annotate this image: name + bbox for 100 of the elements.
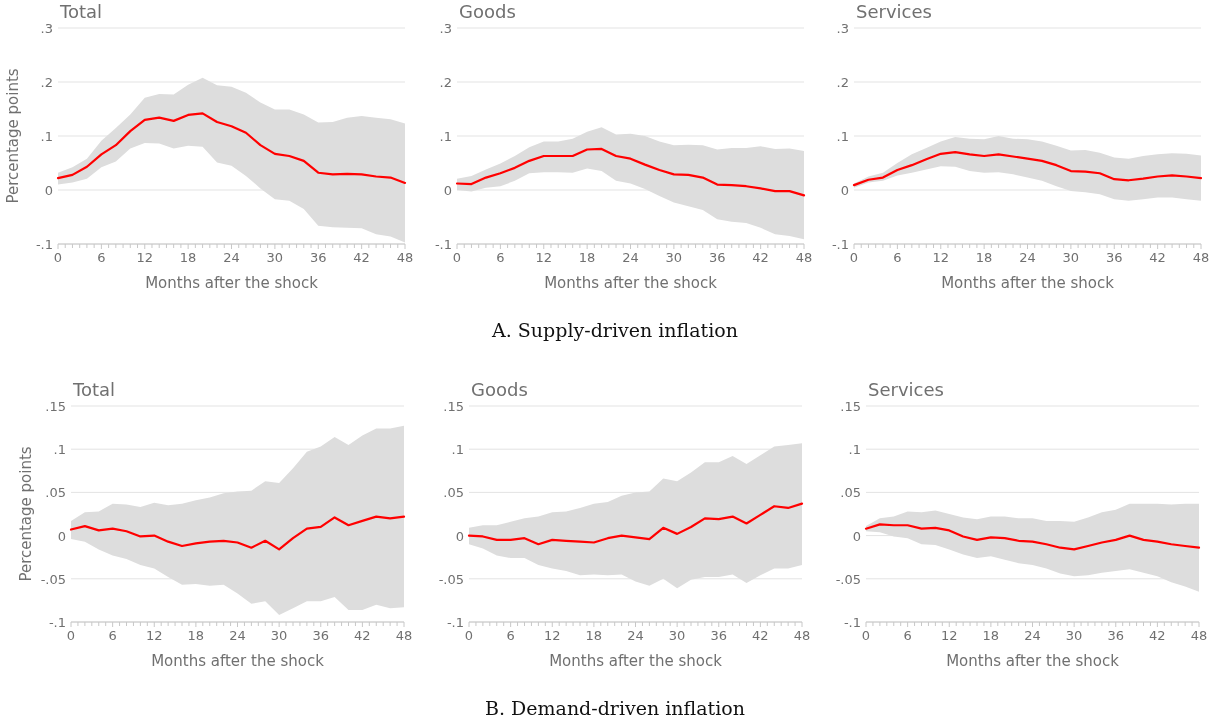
line-series (56, 112, 407, 185)
line-series (852, 151, 1203, 187)
y-tick-label: .2 (439, 75, 452, 90)
x-axis-title: Months after the shock (941, 274, 1115, 292)
x-tick-label: 6 (903, 628, 912, 643)
x-axis-title: Months after the shock (145, 274, 319, 292)
y-tick-label: .2 (836, 75, 849, 90)
x-tick-label: 42 (752, 250, 769, 265)
x-tick-label: 6 (97, 250, 106, 265)
y-tick-label: .15 (443, 399, 464, 414)
y-tick-label: 0 (852, 528, 861, 544)
x-tick-label: 6 (506, 628, 515, 643)
x-tick-label: 36 (1107, 628, 1125, 643)
x-tick-label: 6 (108, 628, 117, 643)
x-tick-label: 18 (585, 628, 603, 643)
y-tick-label: 0 (57, 528, 66, 544)
x-tick-label: 18 (187, 628, 205, 643)
chart-title: Total (59, 1, 103, 22)
x-tick-label: 30 (1062, 250, 1080, 265)
x-tick-label: 42 (353, 250, 370, 265)
x-tick-label: 36 (710, 628, 728, 643)
y-tick-label: -.1 (831, 237, 849, 252)
x-tick-label: 12 (535, 250, 553, 265)
x-axis-title: Months after the shock (946, 652, 1120, 670)
line-series (864, 523, 1201, 551)
y-axis-title: Percentage points (4, 68, 22, 204)
x-tick-label: 24 (223, 250, 240, 265)
x-tick-label: 24 (1019, 250, 1036, 265)
y-tick-label: .15 (840, 399, 861, 414)
x-tick-label: 36 (708, 250, 726, 265)
line-series (467, 502, 804, 546)
y-tick-label: .05 (443, 485, 464, 501)
line-series (69, 515, 406, 551)
x-tick-label: 24 (622, 250, 639, 265)
y-tick-label: -.05 (40, 571, 66, 587)
x-tick-label: 42 (1149, 628, 1166, 643)
x-tick-label: 30 (668, 628, 686, 643)
y-tick-label: -.05 (835, 571, 861, 587)
x-tick-label: 48 (1190, 628, 1208, 643)
x-tick-label: 12 (543, 628, 561, 643)
y-tick-label: .3 (836, 21, 849, 36)
y-tick-label: 0 (840, 183, 849, 198)
y-tick-label: .2 (40, 75, 53, 90)
chart-title: Goods (471, 379, 528, 400)
chart-title: Services (856, 1, 932, 22)
x-tick-label: 0 (66, 628, 76, 643)
y-tick-label: .05 (840, 485, 861, 501)
x-tick-label: 18 (578, 250, 596, 265)
x-tick-label: 12 (932, 250, 950, 265)
x-axis-title: Months after the shock (151, 652, 325, 670)
y-tick-label: .3 (439, 21, 452, 36)
x-tick-label: 48 (395, 628, 413, 643)
y-tick-label: .15 (45, 399, 66, 414)
x-tick-label: 24 (229, 628, 246, 643)
x-tick-label: 12 (145, 628, 163, 643)
x-tick-label: 0 (464, 628, 474, 643)
x-tick-label: 36 (309, 250, 327, 265)
x-tick-label: 24 (627, 628, 644, 643)
x-tick-label: 48 (396, 250, 414, 265)
y-tick-label: -.1 (48, 615, 66, 630)
x-tick-label: 48 (793, 628, 811, 643)
x-tick-label: 36 (1105, 250, 1123, 265)
x-tick-label: 6 (893, 250, 902, 265)
x-tick-label: 12 (136, 250, 154, 265)
y-tick-label: 0 (455, 528, 464, 544)
y-tick-label: 0 (44, 183, 53, 198)
x-tick-label: 30 (270, 628, 288, 643)
y-tick-label: .1 (848, 442, 861, 458)
x-tick-label: 30 (665, 250, 683, 265)
y-tick-label: -.1 (35, 237, 53, 252)
chart-title: Services (868, 379, 944, 400)
y-axis-title: Percentage points (17, 446, 35, 582)
y-tick-label: -.1 (446, 615, 464, 630)
y-tick-label: -.1 (843, 615, 861, 630)
y-tick-label: .3 (40, 21, 53, 36)
y-tick-label: -.05 (438, 571, 464, 587)
x-tick-label: 0 (861, 628, 871, 643)
y-tick-label: .1 (836, 129, 849, 144)
text: B. Demand-driven inflation (485, 697, 745, 719)
x-tick-label: 42 (354, 628, 371, 643)
line-series (455, 147, 806, 197)
y-tick-label: .1 (40, 129, 53, 144)
x-tick-label: 12 (940, 628, 958, 643)
x-tick-label: 18 (179, 250, 197, 265)
x-axis-title: Months after the shock (549, 652, 723, 670)
y-tick-label: .05 (45, 485, 66, 501)
text: A. Supply-driven inflation (491, 319, 738, 341)
y-tick-label: .1 (53, 442, 66, 458)
x-tick-label: 42 (1149, 250, 1166, 265)
x-tick-label: 36 (312, 628, 330, 643)
x-tick-label: 48 (795, 250, 813, 265)
x-tick-label: 18 (982, 628, 1000, 643)
y-tick-label: -.1 (434, 237, 452, 252)
y-tick-label: 0 (443, 183, 452, 198)
y-tick-label: .1 (439, 129, 452, 144)
x-tick-label: 42 (752, 628, 769, 643)
chart-title: Goods (459, 1, 516, 22)
y-tick-label: .1 (451, 442, 464, 458)
x-axis-title: Months after the shock (544, 274, 718, 292)
x-tick-label: 6 (496, 250, 505, 265)
